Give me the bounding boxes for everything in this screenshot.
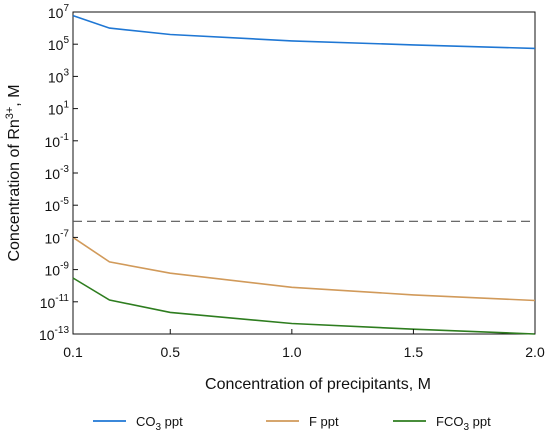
y-axis-title-tail: , M — [6, 84, 23, 106]
y-tick-label: 10-7 — [45, 228, 70, 246]
series-line-2 — [72, 277, 536, 335]
legend: CO3 ppt F ppt FCO3 ppt — [93, 414, 491, 433]
y-tick-label: 10-3 — [45, 164, 70, 182]
series-line-1 — [72, 236, 536, 302]
x-axis-title: Concentration of precipitants, M — [205, 376, 431, 393]
legend-label-0: CO3 ppt — [136, 414, 183, 433]
x-tick-label: 2.0 — [525, 344, 545, 360]
y-axis-ticks: 107 105 103 101 10-1 10-3 10-5 10-7 10-9 10-11 10-… — [39, 3, 78, 343]
x-tick-label: 1.5 — [404, 344, 424, 360]
y-axis-title-base: Concentration of Rn — [6, 119, 23, 261]
plot-frame — [72, 11, 536, 335]
y-tick-label: 107 — [48, 3, 70, 21]
y-axis-title-sup: 3+ — [4, 107, 16, 120]
x-tick-label: 0.5 — [161, 344, 181, 360]
x-axis-ticks: 0.1 0.5 1.0 1.5 2.0 — [63, 329, 545, 360]
y-tick-label: 10-11 — [40, 293, 70, 311]
y-tick-label: 10-13 — [39, 325, 69, 343]
legend-label-2: FCO3 ppt — [436, 414, 491, 433]
y-axis-title: Concentration of Rn3+, M — [4, 84, 23, 261]
x-tick-label: 0.1 — [63, 344, 83, 360]
series-line-0 — [72, 14, 536, 50]
y-tick-label: 105 — [48, 35, 70, 53]
y-tick-label: 101 — [48, 100, 70, 118]
plot-area — [72, 11, 536, 335]
x-tick-label: 1.0 — [282, 344, 302, 360]
legend-label-1: F ppt — [309, 414, 339, 429]
y-tick-label: 103 — [48, 67, 70, 85]
y-tick-label: 10-5 — [45, 196, 70, 214]
y-tick-label: 10-1 — [45, 132, 70, 150]
y-tick-label: 10-9 — [45, 261, 70, 279]
